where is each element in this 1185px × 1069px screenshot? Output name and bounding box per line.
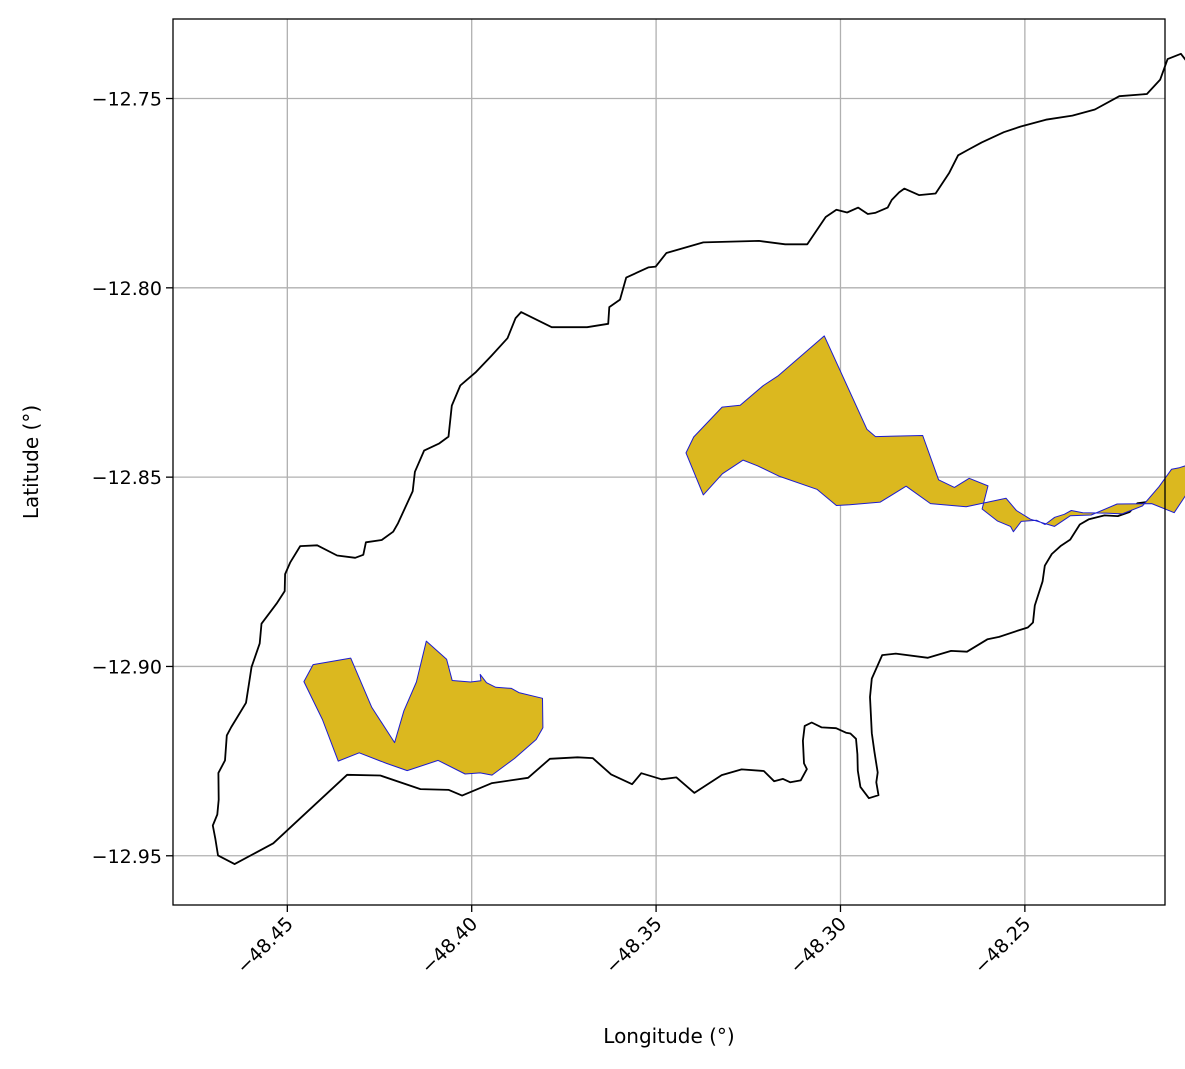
grid: [173, 19, 1165, 905]
y-tick-label: −12.75: [92, 89, 162, 111]
y-tick-label: −12.80: [92, 278, 162, 300]
highlighted-region-1: [303, 640, 544, 776]
plot-frame: [172, 18, 1166, 906]
y-axis-label: Latitude (°): [19, 405, 43, 519]
highlighted-region-2: [685, 335, 1185, 533]
municipality-boundary: [211, 52, 1185, 865]
highlighted-regions: [303, 335, 1185, 776]
boundary-outline: [211, 52, 1185, 865]
y-tick-label: −12.90: [92, 656, 162, 678]
y-tick-label: −12.95: [92, 846, 162, 868]
y-axis-ticks: −12.75 −12.80 −12.85 −12.90 −12.95: [92, 89, 173, 868]
x-axis-label: Longitude (°): [603, 1024, 734, 1048]
y-tick-label: −12.85: [92, 467, 162, 489]
